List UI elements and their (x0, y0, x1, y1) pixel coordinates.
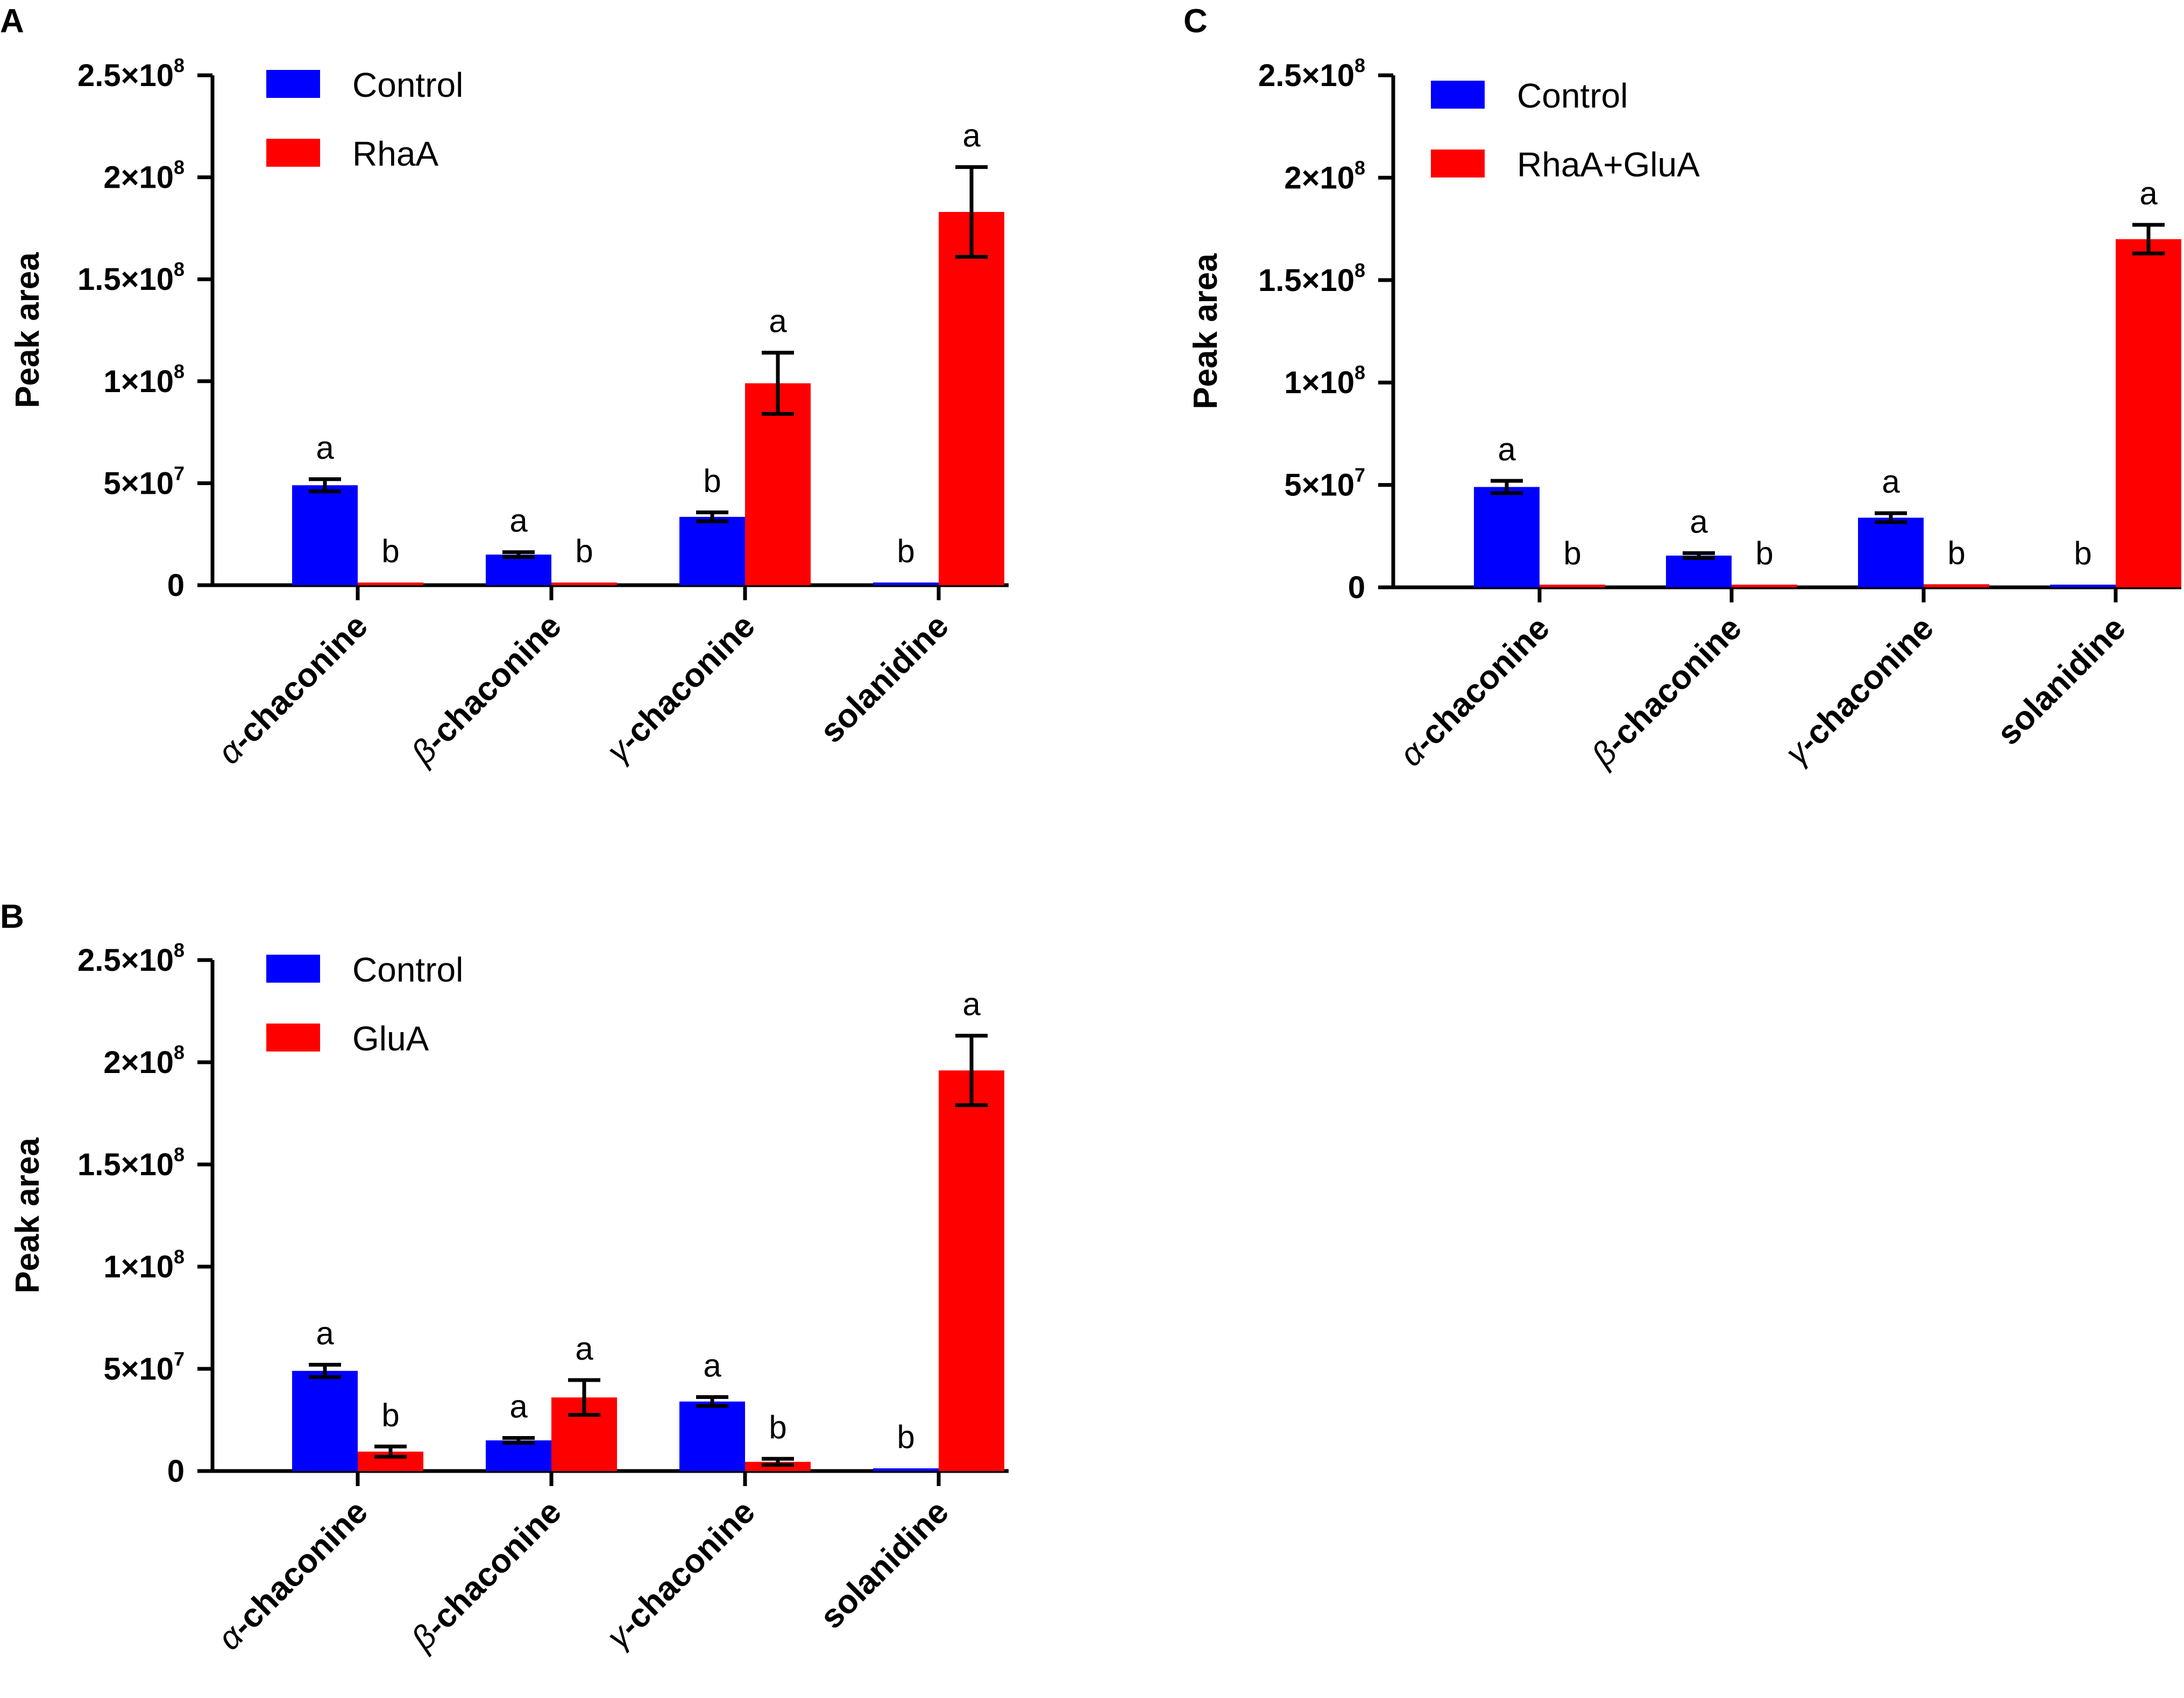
bar (1540, 585, 1605, 587)
y-tick-label: 0 (167, 568, 185, 603)
bar (679, 1401, 745, 1471)
panel-b: B 0 5×107 1×108 1.5×108 2×108 2.5×108 Peak area… (0, 898, 1009, 1658)
category-label: β-chaconine (1584, 609, 1749, 775)
bar (2116, 239, 2181, 587)
y-axis-label: Peak area (9, 252, 46, 408)
significance-letter: b (1947, 535, 1965, 571)
legend-label: RhaA (352, 134, 438, 173)
bar (1732, 585, 1797, 587)
bar (1666, 555, 1732, 587)
significance-letter: a (1690, 503, 1708, 539)
y-tick-label: 2.5×108 (1258, 54, 1365, 93)
legend-swatch (1431, 150, 1485, 177)
legend-swatch (266, 70, 320, 98)
bar (745, 383, 811, 585)
y-axis-label: Peak area (1187, 253, 1224, 409)
significance-letter: a (962, 118, 981, 154)
legend-label: Control (1517, 76, 1628, 115)
significance-letter: a (769, 303, 787, 339)
significance-letter: b (703, 463, 721, 499)
significance-letter: b (1563, 535, 1581, 571)
category-label: solanidine (813, 607, 956, 750)
category-label: solanidine (1990, 609, 2133, 752)
panel-letter: B (0, 898, 24, 935)
bar (873, 1468, 939, 1471)
y-tick-label: 5×107 (1284, 464, 1365, 503)
bar (679, 516, 745, 585)
y-tick-label: 1.5×108 (77, 1143, 185, 1182)
significance-letter: a (962, 986, 981, 1022)
significance-letter: a (509, 1388, 528, 1424)
y-axis-label: Peak area (9, 1138, 46, 1294)
bar (2050, 585, 2116, 587)
y-tick-label: 1×108 (1284, 361, 1365, 400)
y-tick-label: 0 (167, 1454, 185, 1489)
y-tick-label: 2.5×108 (77, 54, 185, 93)
y-tick-label: 1.5×108 (1258, 259, 1365, 298)
panel-a: A 0 5×107 1×108 1.5×108 2×108 2.5×108 Peak area… (0, 3, 1009, 772)
significance-letter: a (1498, 431, 1516, 467)
significance-letter: b (381, 533, 399, 569)
y-tick-label: 2×108 (103, 1041, 185, 1080)
category-label: α-chaconine (211, 1493, 375, 1657)
legend-swatch (266, 1024, 320, 1052)
significance-letter: a (575, 1331, 593, 1367)
y-tick-label: 2×108 (1284, 157, 1365, 195)
bar (292, 1370, 358, 1471)
legend-label: Control (352, 66, 463, 104)
y-tick-label: 5×107 (103, 1348, 185, 1387)
legend-swatch (1431, 81, 1485, 109)
y-tick-label: 0 (1348, 570, 1365, 605)
legend-label: GluA (352, 1019, 429, 1058)
y-tick-label: 5×107 (103, 462, 185, 501)
legend-label: RhaA+GluA (1517, 145, 1700, 184)
significance-letter: b (575, 533, 593, 569)
bar (358, 582, 423, 585)
significance-letter: a (509, 503, 528, 539)
category-label: solanidine (813, 1493, 956, 1636)
category-label: β-chaconine (403, 607, 569, 772)
y-tick-label: 2×108 (103, 157, 185, 195)
significance-letter: b (769, 1409, 786, 1445)
significance-letter: b (897, 1419, 914, 1455)
y-tick-label: 1.5×108 (77, 258, 185, 297)
bar (939, 212, 1004, 586)
significance-letter: b (381, 1397, 399, 1433)
legend-label: Control (352, 950, 463, 989)
category-label: α-chaconine (211, 607, 375, 771)
bar (551, 582, 617, 585)
bar (486, 1440, 551, 1471)
bar (1474, 487, 1540, 587)
bar (873, 582, 939, 585)
bar (486, 555, 551, 585)
bar (1924, 584, 1989, 587)
significance-letter: a (703, 1347, 721, 1383)
bar (1858, 517, 1924, 587)
panel-letter: C (1183, 3, 1208, 40)
panel-c: C 0 5×107 1×108 1.5×108 2×108 2.5×108 Peak area… (1183, 3, 2181, 775)
category-label: α-chaconine (1393, 609, 1557, 773)
y-tick-label: 2.5×108 (77, 939, 185, 978)
significance-letter: a (2139, 175, 2158, 211)
legend-swatch (266, 139, 320, 167)
y-tick-label: 1×108 (103, 360, 185, 399)
significance-letter: a (316, 1315, 334, 1351)
category-label: γ-chaconine (600, 607, 762, 770)
category-label: γ-chaconine (1778, 609, 1941, 772)
bar (939, 1070, 1004, 1471)
bar (292, 485, 358, 585)
category-label: γ-chaconine (600, 1493, 762, 1656)
panel-letter: A (0, 3, 24, 40)
significance-letter: b (2074, 535, 2091, 571)
significance-letter: a (1882, 464, 1900, 500)
y-tick-label: 1×108 (103, 1246, 185, 1284)
significance-letter: a (316, 430, 334, 466)
significance-letter: b (1755, 535, 1773, 571)
category-label: β-chaconine (403, 1493, 569, 1658)
significance-letter: b (897, 533, 914, 569)
legend-swatch (266, 955, 320, 983)
